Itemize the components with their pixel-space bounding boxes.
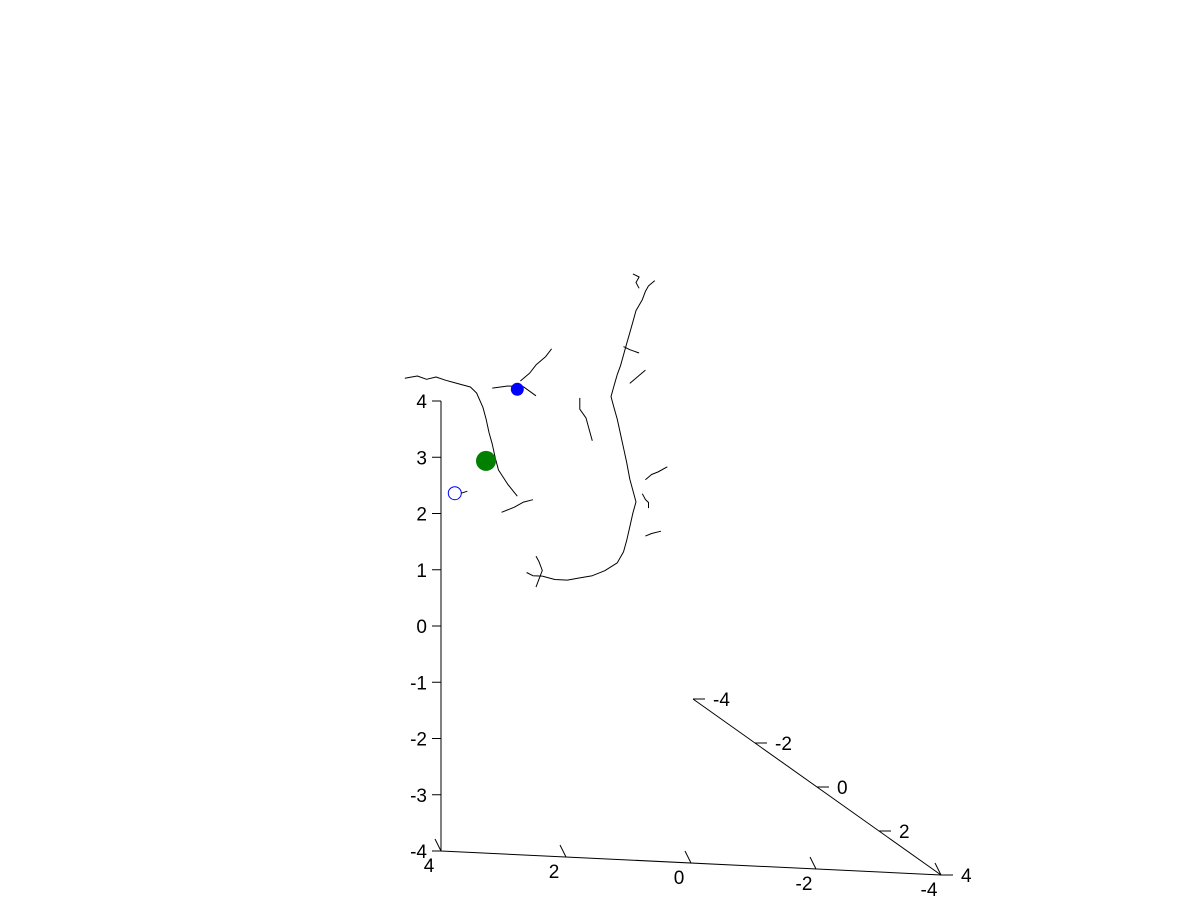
- z-tick-label: 1: [416, 561, 427, 582]
- x-tick-label: -2: [796, 874, 813, 895]
- z-tick-label: -3: [410, 786, 427, 807]
- trace-branch: [501, 499, 534, 513]
- y-tick-label: -4: [713, 690, 730, 711]
- markers: [447, 382, 524, 501]
- open-circle-marker: [447, 486, 462, 501]
- trace-branch: [632, 273, 640, 289]
- large-green-marker: [476, 450, 496, 471]
- trace-branch: [535, 555, 543, 588]
- x-tick-label: 0: [674, 868, 685, 889]
- trace-branch: [542, 280, 656, 581]
- neuron-trace: [404, 273, 668, 588]
- x-tick-mark: [559, 844, 567, 858]
- x-tick-mark: [434, 838, 442, 852]
- marker-connector: [461, 490, 468, 494]
- x-tick-mark: [809, 856, 817, 870]
- x-tick-label: 4: [424, 856, 435, 877]
- trace-branch: [623, 346, 640, 354]
- blue-marker: [510, 382, 524, 396]
- x-tick-label: -4: [921, 880, 938, 900]
- trace-branch: [645, 466, 668, 481]
- y-tick-label: 2: [899, 822, 910, 843]
- trace-branch: [629, 369, 646, 384]
- z-tick-label: 2: [416, 505, 427, 526]
- trace-branch: [645, 530, 662, 537]
- trace-branch: [579, 397, 593, 441]
- x-tick-mark: [684, 850, 692, 864]
- z-tick-label: 0: [416, 617, 427, 638]
- x-tick-mark: [934, 862, 942, 876]
- z-tick-label: -4: [410, 842, 427, 863]
- trace-branch: [404, 375, 518, 497]
- y-tick-label: 4: [961, 866, 972, 887]
- z-tick-label: -2: [410, 730, 427, 751]
- z-tick-label: 3: [416, 448, 427, 469]
- trace-branch: [641, 493, 649, 509]
- trace-branch: [526, 572, 543, 577]
- trace-branch: [520, 348, 552, 382]
- z-tick-label: 4: [416, 392, 427, 413]
- y-tick-label: 0: [837, 778, 848, 799]
- x-tick-label: 2: [549, 862, 560, 883]
- z-tick-label: -1: [410, 673, 427, 694]
- y-tick-label: -2: [775, 734, 792, 755]
